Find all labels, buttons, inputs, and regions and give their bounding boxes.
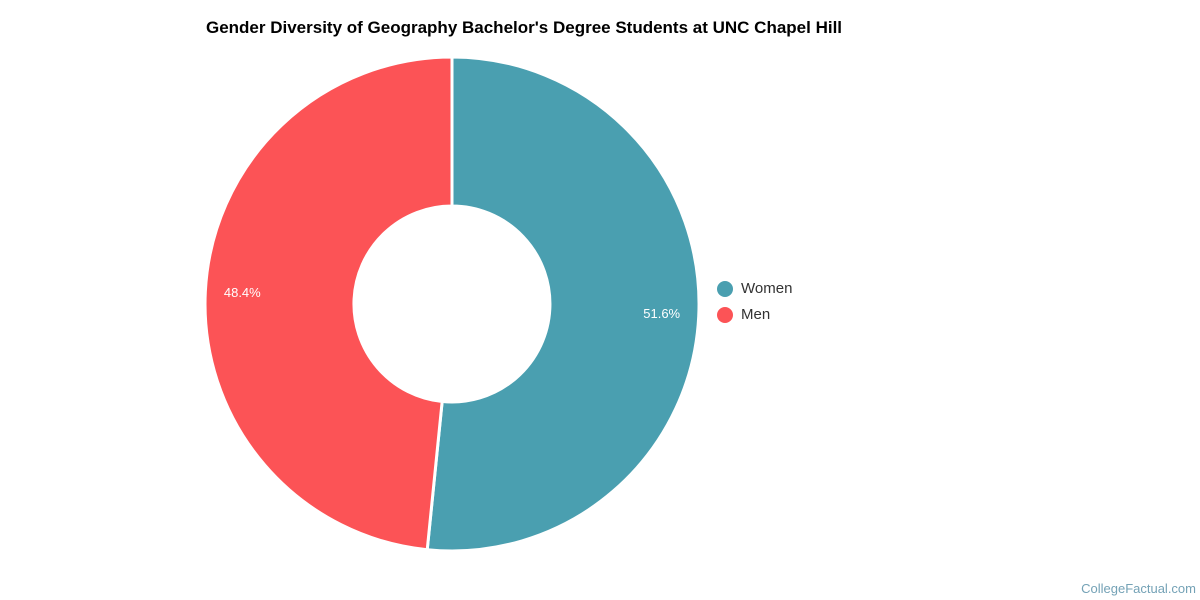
legend-item-women[interactable]: Women [717,280,792,298]
legend-swatch-men-icon [717,307,733,323]
chart-title: Gender Diversity of Geography Bachelor's… [205,18,843,37]
legend-swatch-women-icon [717,281,733,297]
footer-watermark[interactable]: CollegeFactual.com [1081,581,1196,596]
slice-label-women: 51.6% [643,306,680,321]
legend: Women Men [717,280,792,332]
pie-slice-men[interactable] [203,55,454,552]
legend-label-men: Men [741,306,771,323]
pie-slice-women[interactable] [425,55,701,553]
slice-label-men: 48.4% [224,285,261,300]
legend-label-women: Women [741,280,793,297]
legend-item-men[interactable]: Men [717,306,792,324]
